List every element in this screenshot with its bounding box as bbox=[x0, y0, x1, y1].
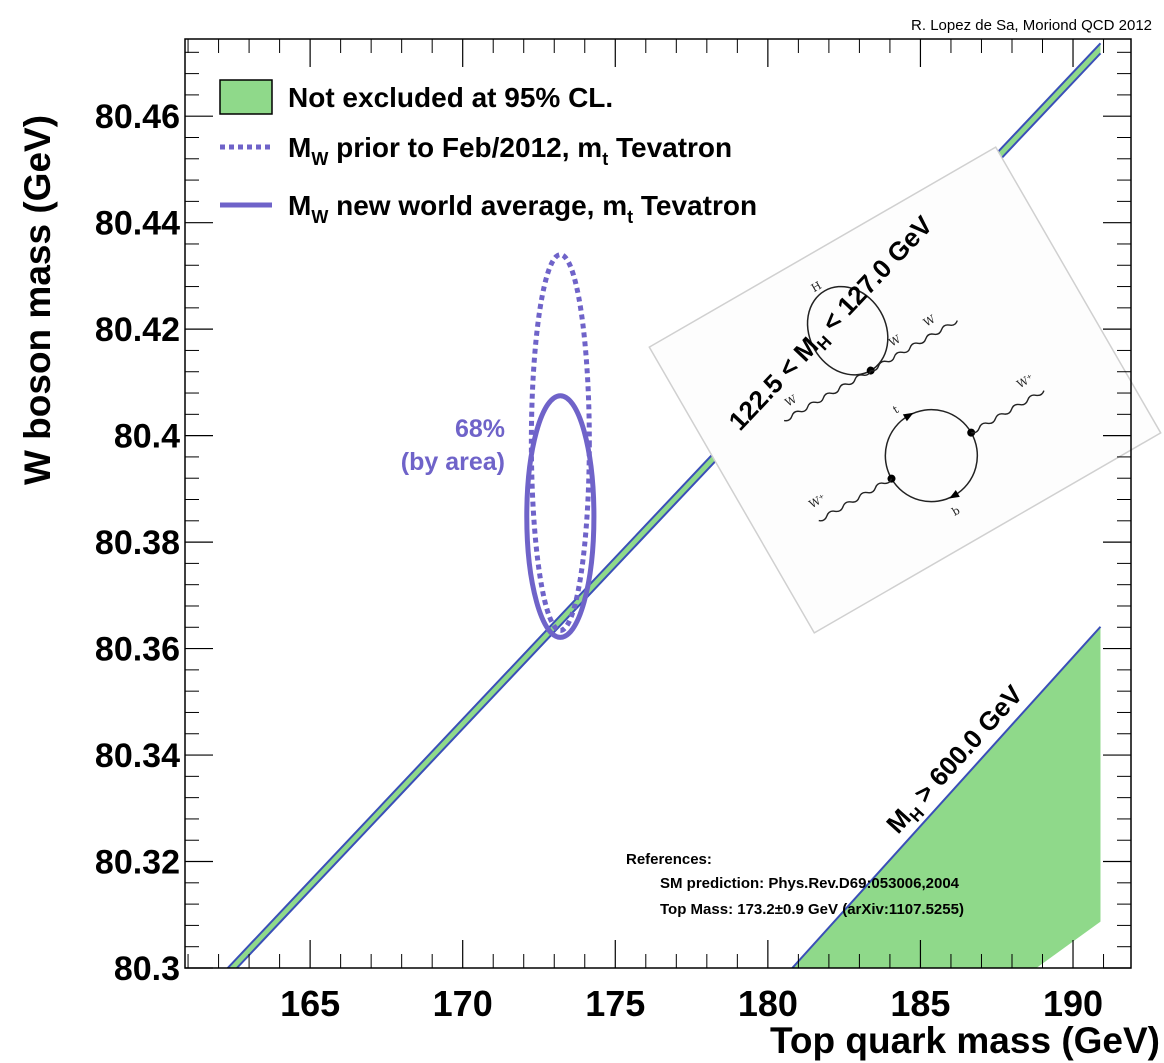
cl-label-line2: (by area) bbox=[401, 448, 505, 476]
legend-swatch-box bbox=[219, 79, 273, 115]
reference-top-mass: Top Mass: 173.2±0.9 GeV (arXiv:1107.5255… bbox=[660, 901, 964, 918]
x-tick-label: 185 bbox=[890, 983, 950, 1024]
chart-credit: R. Lopez de Sa, Moriond QCD 2012 bbox=[911, 17, 1152, 34]
y-tick-label: 80.3 bbox=[114, 950, 180, 988]
arrow-top bbox=[902, 412, 914, 422]
vertex-left bbox=[887, 474, 896, 483]
contour-new-mw bbox=[524, 393, 597, 640]
y-tick-label: 80.42 bbox=[95, 311, 180, 349]
arrow-bottom bbox=[949, 489, 960, 499]
inset-card bbox=[648, 146, 1162, 634]
reference-sm-prediction: SM prediction: Phys.Rev.D69:053006,2004 bbox=[660, 875, 960, 892]
inset-label-bottom: t bbox=[891, 403, 902, 417]
cl-label-line1: 68% bbox=[455, 415, 505, 443]
x-tick-label: 180 bbox=[738, 983, 798, 1024]
wavy-w-left-top bbox=[783, 370, 872, 422]
legend: Not excluded at 95% CL. MW prior to Feb/2… bbox=[219, 79, 757, 227]
x-tick-label: 175 bbox=[585, 983, 645, 1024]
y-tick-label: 80.46 bbox=[95, 98, 180, 136]
x-tick-label: 165 bbox=[280, 983, 340, 1024]
wavy-w-right-top bbox=[870, 320, 958, 372]
band-mh-600-edge bbox=[791, 626, 1102, 968]
y-tick-label: 80.44 bbox=[95, 205, 180, 243]
legend-label-2: MW new world average, mt Tevatron bbox=[288, 190, 757, 227]
y-tick-label: 80.32 bbox=[95, 844, 180, 882]
wavy-w-right-bottom bbox=[971, 390, 1045, 434]
x-tick-label: 170 bbox=[433, 983, 493, 1024]
y-axis-title: W boson mass (GeV) bbox=[17, 115, 58, 485]
references-title: References: bbox=[626, 851, 712, 868]
plot-frame bbox=[184, 38, 1132, 969]
x-axis-title: Top quark mass (GeV) bbox=[770, 1020, 1160, 1061]
legend-label-0: Not excluded at 95% CL. bbox=[288, 82, 613, 113]
y-tick-label: 80.34 bbox=[95, 737, 180, 775]
y-tick-label: 80.38 bbox=[95, 524, 180, 562]
x-tick-label: 190 bbox=[1043, 983, 1103, 1024]
contour-prior-mw bbox=[528, 252, 592, 633]
legend-label-1: MW prior to Feb/2012, mt Tevatron bbox=[288, 132, 732, 169]
y-tick-label: 80.36 bbox=[95, 631, 180, 669]
wavy-w-left-bottom bbox=[818, 478, 893, 522]
y-tick-label: 80.4 bbox=[114, 418, 180, 456]
